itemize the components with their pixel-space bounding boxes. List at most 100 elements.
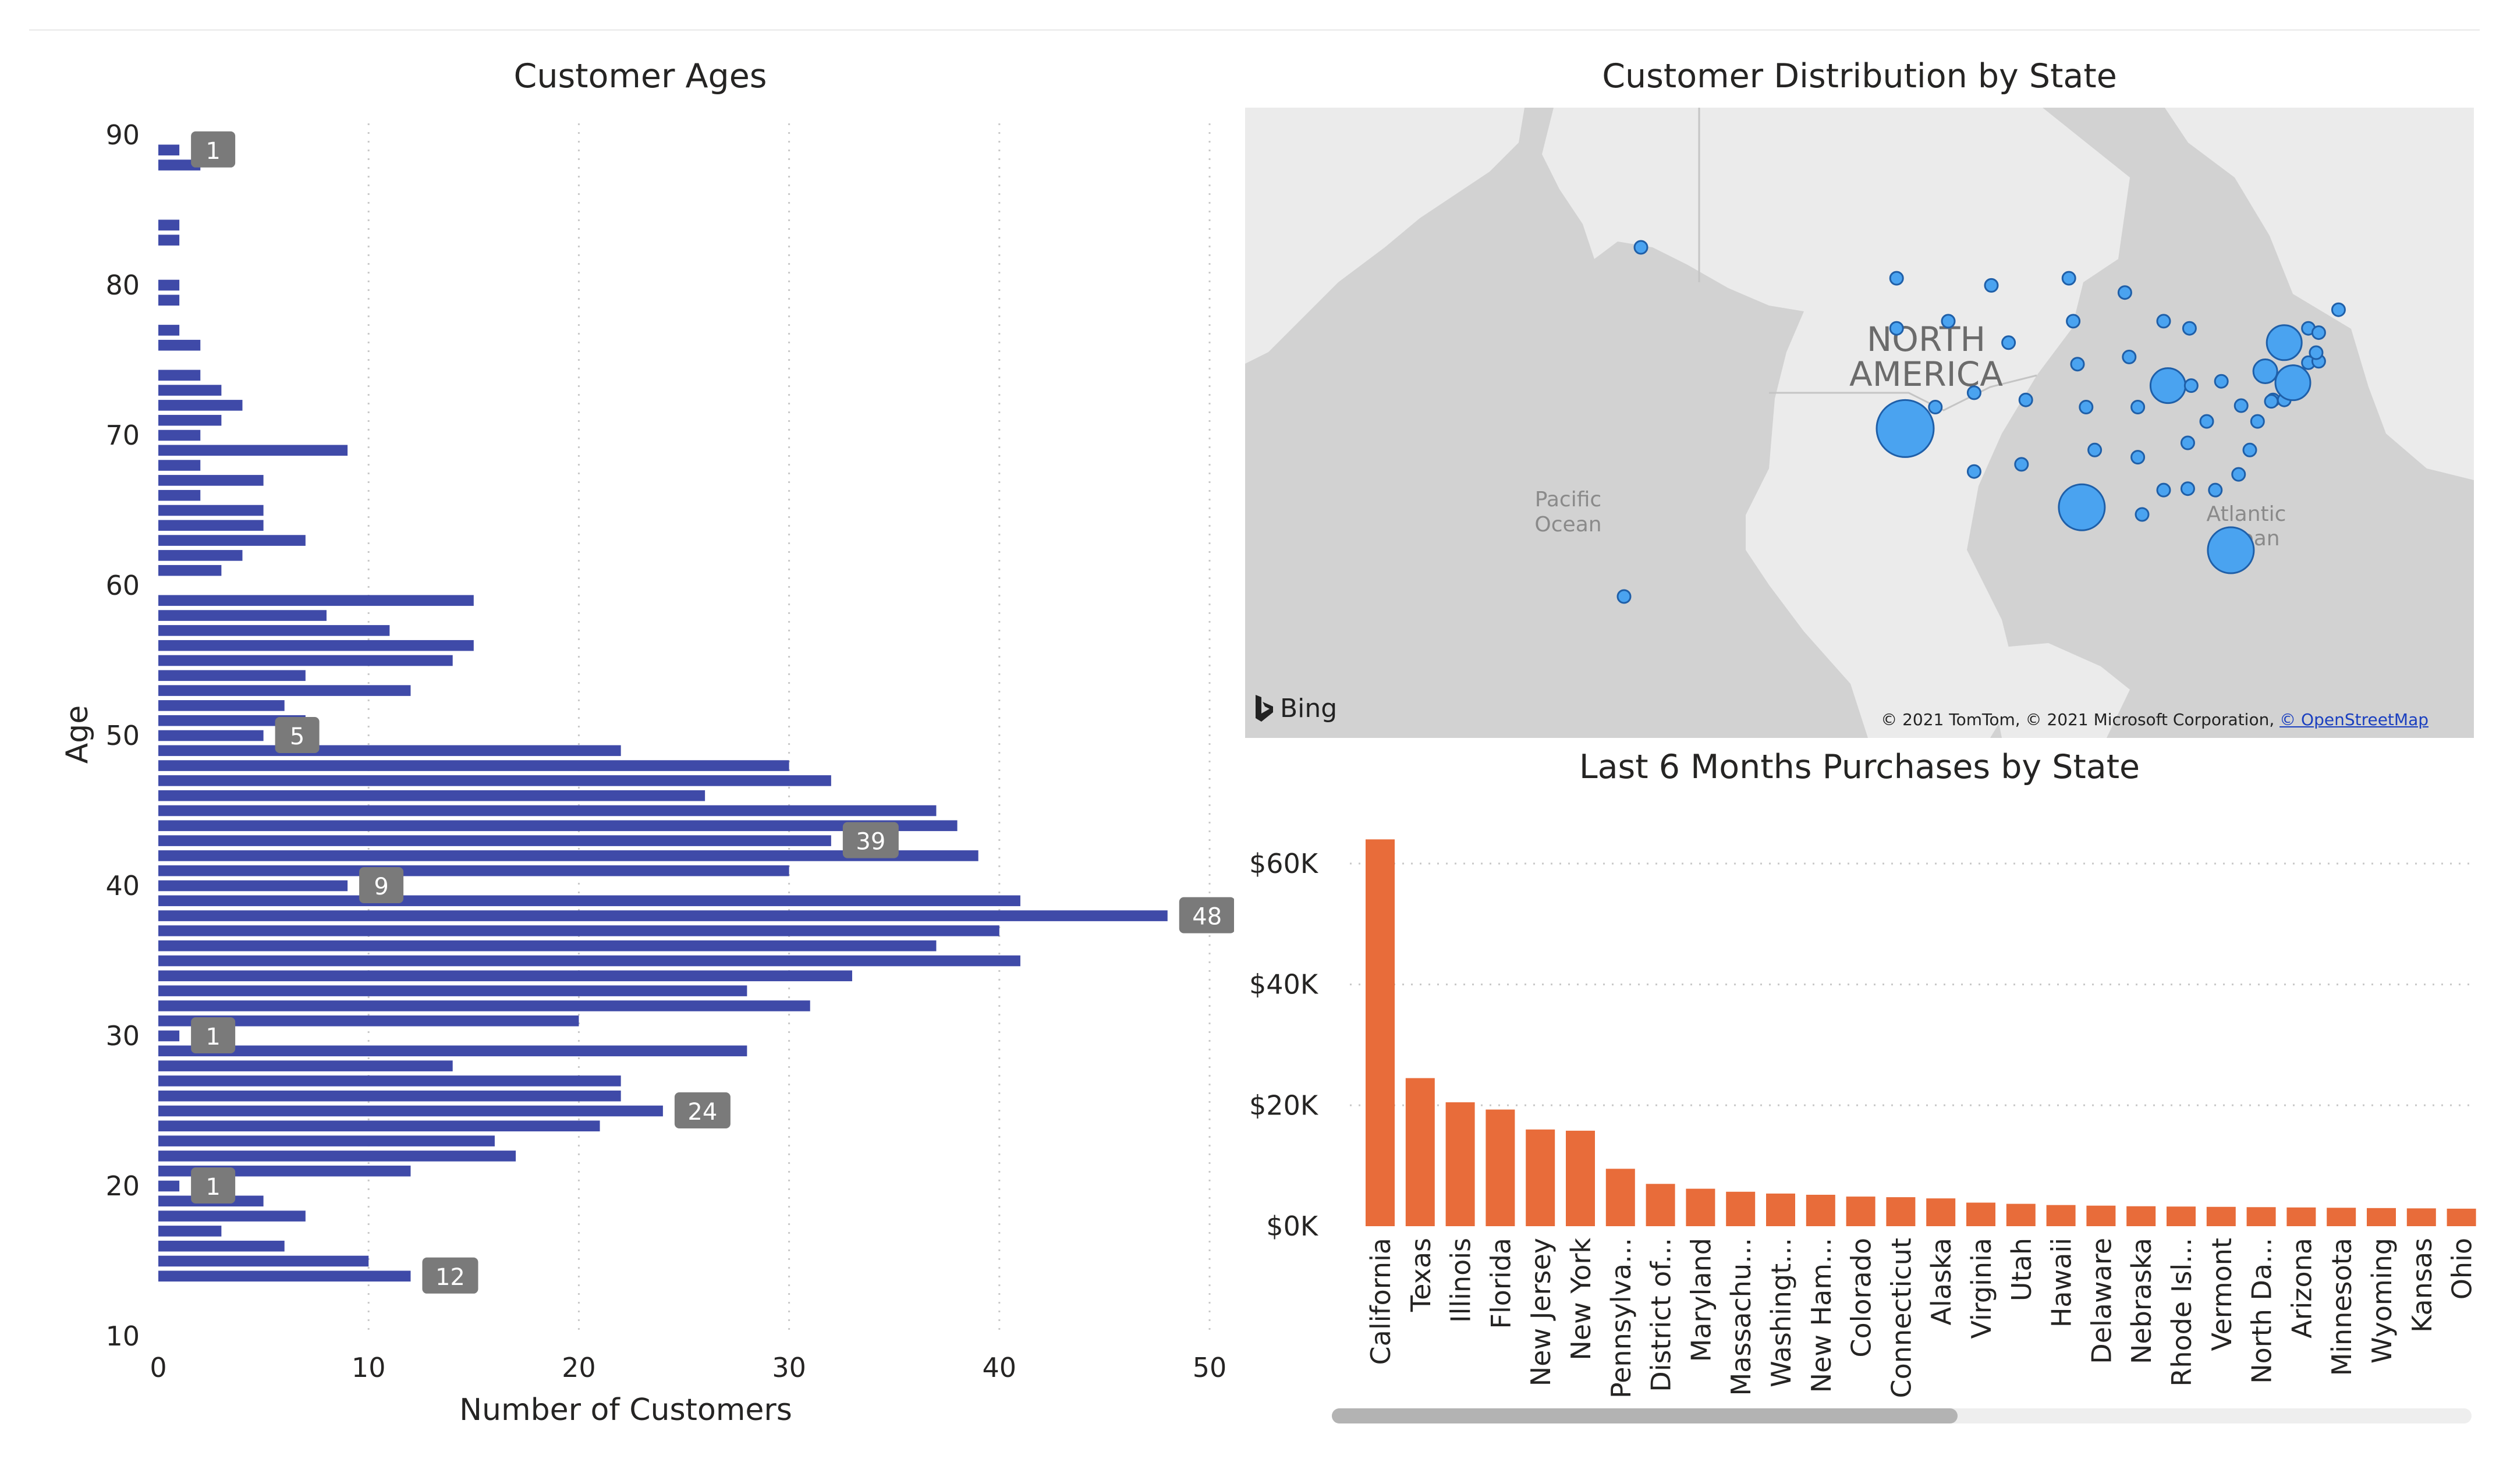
- state-bubble: [1616, 589, 1632, 604]
- state-bubble: [2207, 526, 2255, 574]
- data-label-box: [842, 822, 899, 858]
- age-bar: [158, 475, 264, 486]
- state-bar: [2447, 1208, 2476, 1226]
- bing-logo: Bing: [1253, 694, 1337, 723]
- state-bubble: [2231, 467, 2246, 482]
- state-bubble: [2061, 271, 2076, 286]
- age-bar: [158, 595, 474, 606]
- age-bar: [158, 429, 201, 441]
- state-bar: [2406, 1208, 2436, 1226]
- state-bubble: [2250, 414, 2265, 429]
- data-label-box: [674, 1092, 731, 1128]
- state-label: California: [1365, 1238, 1396, 1365]
- age-bar: [158, 670, 306, 681]
- purchase-chart: $0K $20K $40K $60K California Texas Illinois Fl…: [1249, 839, 2478, 1398]
- state-label: Pennsylva...: [1605, 1238, 1637, 1398]
- x-tick-label: 20: [562, 1352, 596, 1383]
- state-label: Alaska: [1926, 1238, 1957, 1325]
- state-bar: [2126, 1206, 2156, 1226]
- age-bar: [158, 535, 306, 546]
- state-label: Nebraska: [2126, 1238, 2157, 1364]
- state-bar: [1686, 1188, 1715, 1226]
- state-label: Kansas: [2406, 1238, 2438, 1333]
- state-label: Wyoming: [2366, 1238, 2398, 1364]
- age-bar: [158, 760, 789, 771]
- age-bar: [158, 625, 390, 636]
- state-bubble: [2309, 345, 2324, 360]
- y-tick-label: $0K: [1266, 1210, 1319, 1242]
- state-bar: [1886, 1197, 1916, 1226]
- age-bar: [158, 745, 621, 757]
- data-label: 48: [1192, 904, 1222, 931]
- age-bar: [158, 385, 222, 396]
- state-bubble: [1928, 400, 1943, 414]
- horizontal-scrollbar[interactable]: [1332, 1408, 2472, 1423]
- state-bubble: [2199, 414, 2214, 429]
- state-bar: [1605, 1169, 1635, 1226]
- age-bar: [158, 1240, 285, 1252]
- state-bubble: [2087, 442, 2103, 457]
- state-bar: [1846, 1197, 1876, 1226]
- map-title: Customer Distribution by State: [1602, 57, 2117, 95]
- age-bar: [158, 339, 201, 351]
- data-label: 1: [205, 138, 220, 165]
- state-bubble: [2122, 349, 2137, 364]
- state-bubble: [1966, 385, 1981, 400]
- age-bar: [158, 489, 201, 501]
- age-bar: [158, 775, 831, 786]
- map-bubbles: NORTH AMERICA Pacific Ocean Atlantic Oce…: [1534, 240, 2346, 604]
- pacific-label-line1: Pacific: [1535, 488, 1601, 512]
- age-bar: [158, 1045, 747, 1057]
- age-bar: [158, 1075, 621, 1087]
- state-label: New Ham...: [1806, 1238, 1837, 1393]
- state-label: District of...: [1646, 1238, 1677, 1392]
- x-tick-label: 40: [983, 1352, 1017, 1383]
- age-bar: [158, 940, 937, 952]
- state-label: Texas: [1405, 1238, 1437, 1312]
- state-label: Virginia: [1966, 1238, 1997, 1339]
- map-attribution: © 2021 TomTom, © 2021 Microsoft Corporat…: [1881, 710, 2428, 729]
- state-label: Ohio: [2447, 1238, 2478, 1300]
- state-label: Vermont: [2206, 1238, 2238, 1351]
- state-bubble: [2058, 483, 2106, 531]
- state-bar: [1486, 1109, 1515, 1226]
- bing-icon: [1256, 694, 1273, 722]
- age-bar: [158, 1015, 579, 1027]
- age-bar: [158, 550, 243, 561]
- state-bubble: [2180, 481, 2195, 496]
- osm-link[interactable]: © OpenStreetMap: [2279, 710, 2428, 729]
- age-bar: [158, 414, 222, 426]
- state-label: Illinois: [1445, 1238, 1477, 1323]
- state-bubble: [1984, 278, 1999, 293]
- state-bubble: [1889, 271, 1904, 286]
- atlantic-label-line1: Atlantic: [2207, 502, 2286, 526]
- age-bar: [158, 520, 264, 531]
- age-bar: [158, 865, 789, 876]
- state-bubble: [2070, 357, 2085, 372]
- age-bar: [158, 1090, 621, 1102]
- map-view[interactable]: NORTH AMERICA Pacific Ocean Atlantic Oce…: [1245, 108, 2474, 738]
- state-bar: [2167, 1206, 2196, 1226]
- state-bubble: [2252, 358, 2278, 384]
- scrollbar-thumb[interactable]: [1332, 1408, 1958, 1423]
- y-tick-label: $40K: [1249, 969, 1319, 1000]
- age-bar: [158, 970, 852, 982]
- state-bubble: [1941, 314, 1956, 329]
- data-label: 24: [687, 1099, 717, 1126]
- state-label: Rhode Isl...: [2166, 1238, 2197, 1387]
- state-label: Maryland: [1685, 1238, 1717, 1362]
- purchase-chart-title: Last 6 Months Purchases by State: [1579, 748, 2140, 786]
- age-bar: [158, 400, 243, 411]
- state-bar: [2327, 1208, 2356, 1226]
- state-bar: [1926, 1198, 1956, 1226]
- age-bar: [158, 850, 978, 861]
- state-bubble: [2018, 392, 2033, 407]
- y-tick-label: 10: [105, 1320, 140, 1352]
- state-label: Massachu...: [1725, 1238, 1757, 1396]
- state-label: North Da...: [2246, 1238, 2278, 1384]
- state-bar: [2006, 1203, 2036, 1226]
- state-bubble: [2331, 302, 2346, 317]
- state-bubble: [2149, 367, 2186, 404]
- age-bar: [158, 235, 180, 246]
- data-label-box: [359, 867, 404, 903]
